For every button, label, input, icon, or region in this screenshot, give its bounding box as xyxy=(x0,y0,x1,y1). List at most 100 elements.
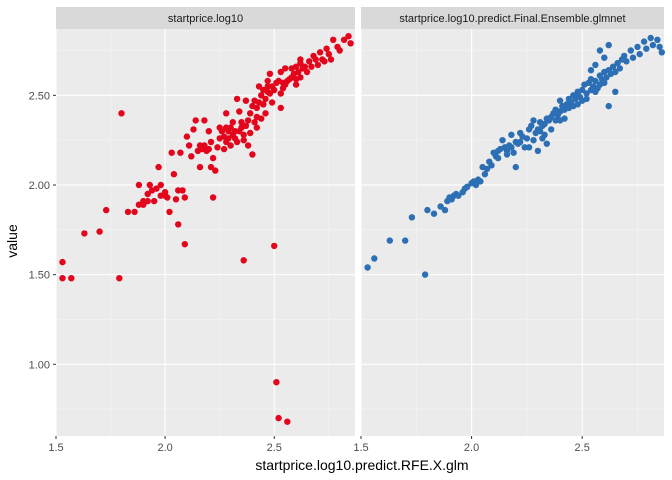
data-point xyxy=(168,149,175,156)
data-point xyxy=(81,230,88,237)
data-point xyxy=(209,194,217,201)
data-point xyxy=(530,117,537,124)
y-axis-title: value xyxy=(4,224,20,258)
data-point xyxy=(402,237,409,244)
data-point xyxy=(175,221,182,228)
data-point xyxy=(266,70,274,78)
data-point xyxy=(240,257,247,264)
strip-background xyxy=(56,7,355,29)
data-point xyxy=(574,88,581,96)
data-point xyxy=(525,144,533,151)
data-point xyxy=(316,49,324,56)
data-point xyxy=(640,38,648,45)
data-point xyxy=(508,131,515,138)
data-point xyxy=(649,41,657,49)
data-point xyxy=(233,95,241,103)
data-point xyxy=(196,163,204,171)
data-point xyxy=(479,163,486,171)
data-point xyxy=(242,97,250,104)
data-point xyxy=(135,201,143,208)
data-point xyxy=(207,163,215,171)
data-point xyxy=(330,36,337,43)
data-point xyxy=(181,241,188,248)
data-point xyxy=(268,99,276,106)
data-point xyxy=(271,86,278,94)
data-point xyxy=(201,142,208,149)
data-point xyxy=(536,128,544,135)
data-point xyxy=(297,59,304,67)
panel-1: startprice.log10 xyxy=(55,7,355,436)
data-point xyxy=(59,275,66,282)
data-point xyxy=(185,142,193,149)
data-point xyxy=(131,208,138,216)
data-point xyxy=(209,154,217,162)
data-point xyxy=(605,102,612,110)
data-point xyxy=(424,206,431,214)
x-tick-label: 2.5 xyxy=(267,442,282,454)
data-point xyxy=(477,178,484,185)
data-point xyxy=(262,95,269,103)
data-point xyxy=(201,117,208,124)
data-point xyxy=(155,163,162,171)
data-point xyxy=(207,138,215,146)
data-point xyxy=(227,124,234,131)
data-point xyxy=(499,137,506,144)
data-point xyxy=(534,147,542,155)
panel-background xyxy=(56,29,355,436)
point-series xyxy=(59,33,354,425)
data-point xyxy=(503,151,511,158)
data-point xyxy=(292,81,300,88)
data-point xyxy=(336,47,343,54)
data-point xyxy=(277,104,284,112)
data-point xyxy=(528,122,535,129)
data-point xyxy=(262,110,269,117)
data-point xyxy=(177,149,184,156)
data-point xyxy=(103,206,110,214)
data-point xyxy=(170,171,178,178)
data-point xyxy=(157,181,164,189)
data-point xyxy=(247,110,254,117)
x-axis: 1.5 2.0 2.5 1.5 2.0 2.5 xyxy=(48,436,590,454)
y-axis: 1.00 1.50 2.00 2.50 xyxy=(29,90,56,371)
panel-background xyxy=(361,29,664,436)
data-point xyxy=(455,192,462,199)
data-point xyxy=(214,144,221,151)
data-point xyxy=(273,379,280,386)
data-point xyxy=(629,54,637,61)
data-point xyxy=(647,34,654,42)
data-point xyxy=(321,58,328,65)
data-point xyxy=(325,50,332,58)
data-point xyxy=(229,119,236,126)
data-point xyxy=(421,271,429,278)
data-point xyxy=(153,185,160,192)
data-point xyxy=(592,77,599,85)
data-point xyxy=(253,124,260,131)
data-point xyxy=(282,65,289,72)
x-tick-label: 1.5 xyxy=(353,442,368,454)
data-point xyxy=(284,418,291,425)
data-point xyxy=(118,110,125,117)
data-point xyxy=(190,126,197,133)
data-point xyxy=(643,45,650,52)
data-point xyxy=(521,144,528,151)
data-point xyxy=(523,135,531,142)
data-point xyxy=(601,54,608,61)
data-point xyxy=(166,208,173,216)
data-point xyxy=(364,264,371,271)
data-point xyxy=(437,203,444,210)
data-point xyxy=(510,149,517,156)
data-point xyxy=(583,90,590,97)
x-axis-title: startprice.log10.predict.RFE.X.glm xyxy=(255,457,468,473)
data-point xyxy=(488,162,495,169)
data-point xyxy=(481,171,489,178)
data-point xyxy=(430,210,438,217)
data-point xyxy=(616,65,623,72)
data-point xyxy=(614,59,621,67)
data-point xyxy=(266,90,274,97)
data-point xyxy=(68,275,75,282)
data-point xyxy=(306,58,313,65)
data-point xyxy=(556,97,564,104)
data-point xyxy=(508,144,515,151)
data-point xyxy=(236,108,243,115)
data-point xyxy=(386,237,393,244)
